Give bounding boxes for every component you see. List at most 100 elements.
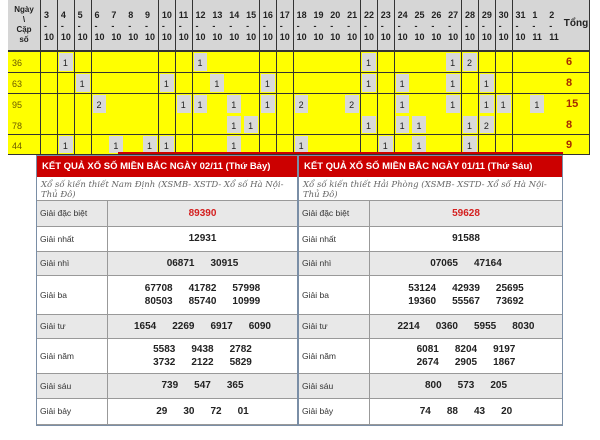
hit-count: 1 (479, 74, 494, 92)
empty-cell (512, 135, 530, 155)
row-total: 6 (563, 52, 590, 73)
day: 7 (111, 10, 117, 20)
hit-count: 1 (463, 116, 477, 133)
hit-count: 1 (412, 116, 427, 133)
result-title: KẾT QUẢ XỔ SỐ MIỀN BẮC NGÀY 02/11 (Thứ B… (37, 156, 297, 177)
hit-count: 1 (193, 95, 208, 113)
hit-cell: 1 (377, 135, 396, 155)
prize-label: Giải nhất (299, 226, 370, 252)
date-column-header: 15-10 (243, 0, 261, 52)
prize-numbers: 06871 30915 (107, 251, 297, 276)
hit-count: 1 (227, 136, 242, 153)
month: 10 (161, 32, 172, 42)
hit-cell: 2 (462, 52, 480, 73)
month: 10 (465, 32, 476, 42)
hit-cell: 1 (462, 115, 480, 135)
prize-row: Giải năm 6081 8204 9197 2674 2905 1867 (299, 338, 562, 374)
month: 10 (195, 32, 206, 42)
number-line: 3732 2122 5829 (109, 356, 296, 369)
number-line: 53124 42939 25695 (371, 282, 561, 295)
hit-cell: 1 (529, 94, 547, 115)
number-line: 2674 2905 1867 (371, 356, 561, 369)
hit-count: 1 (496, 95, 511, 113)
number-line: 67708 41782 57998 (109, 282, 296, 295)
empty-cell (327, 73, 345, 94)
winning-number: 59628 (452, 207, 480, 219)
empty-cell (360, 94, 379, 115)
winning-number: 89390 (188, 207, 217, 219)
empty-cell (192, 115, 210, 135)
empty-cell (495, 135, 513, 155)
hit-cell: 1 (360, 52, 379, 73)
hit-count: 1 (479, 95, 494, 113)
hit-cell: 2 (91, 94, 109, 115)
empty-cell (125, 94, 143, 115)
winning-number: 85740 (188, 295, 217, 307)
result-title: KẾT QUẢ XỔ SỐ MIỀN BẮC NGÀY 01/11 (Thứ S… (299, 156, 562, 177)
empty-cell (377, 52, 396, 73)
hit-cell: 1 (175, 94, 194, 115)
date-column-header: 29-10 (478, 0, 497, 52)
prize-label: Giải ba (37, 275, 108, 315)
empty-cell (428, 73, 446, 94)
winning-number: 19360 (408, 295, 437, 307)
month: 10 (246, 32, 257, 42)
winning-number: 1867 (493, 356, 516, 368)
empty-cell (74, 52, 92, 73)
prize-numbers: 800 573 205 (369, 373, 562, 399)
prize-row: Giải sáu 739 547 365 (37, 373, 297, 399)
empty-cell (276, 115, 295, 135)
result-subtitle: Xổ số kiến thiết Nam Định (XSMB- XSTD- X… (37, 177, 297, 201)
empty-cell (243, 135, 261, 155)
separator: - (330, 21, 334, 31)
prize-numbers: 29 30 72 01 (107, 398, 297, 425)
hit-cell: 1 (394, 115, 412, 135)
winning-number: 42939 (452, 282, 480, 294)
date-column-header: 5-10 (74, 0, 92, 52)
hit-count: 1 (446, 53, 460, 71)
pair-label: 36 (8, 52, 41, 73)
hit-cell: 1 (209, 73, 227, 94)
number-line: 59628 (371, 207, 561, 220)
separator: - (397, 21, 401, 31)
date-column-header: 6-10 (91, 0, 109, 52)
hit-cell: 1 (243, 115, 261, 135)
prize-numbers: 2214 0360 5955 8030 (369, 314, 562, 339)
separator: - (431, 21, 435, 31)
number-line: 800 573 205 (371, 379, 561, 392)
winning-number: 20 (501, 405, 513, 417)
winning-number: 43 (474, 405, 486, 417)
hit-count: 1 (361, 116, 376, 133)
empty-cell (512, 73, 530, 94)
prize-label: Giải tư (37, 314, 108, 339)
date-column-header: 21-10 (344, 0, 362, 52)
hit-count: 2 (294, 95, 309, 113)
date-column-header: 31-10 (512, 0, 530, 52)
hit-count: 1 (227, 95, 242, 113)
empty-cell (428, 135, 446, 155)
hit-count: 1 (446, 95, 460, 113)
hit-count: 1 (193, 53, 208, 71)
empty-cell (276, 52, 295, 73)
empty-cell (142, 94, 160, 115)
prize-label: Giải nhì (37, 251, 108, 276)
empty-cell (41, 115, 59, 135)
separator: - (532, 21, 536, 31)
hit-count: 1 (378, 136, 393, 153)
separator: - (178, 21, 182, 31)
winning-number: 80503 (144, 295, 173, 307)
month: 10 (515, 32, 526, 42)
empty-cell (209, 115, 227, 135)
empty-cell (529, 135, 547, 155)
date-column-header: 10-10 (158, 0, 177, 52)
separator: - (262, 21, 266, 31)
empty-cell (293, 52, 311, 73)
separator: - (448, 21, 452, 31)
empty-cell (259, 115, 278, 135)
prize-row: Giải ba 67708 41782 57998 80503 85740 10999 (37, 275, 297, 315)
prize-numbers: 6081 8204 9197 2674 2905 1867 (369, 338, 562, 374)
month: 10 (397, 32, 408, 42)
month: 11 (532, 32, 542, 42)
result-subtitle: Xổ số kiến thiết Hải Phòng (XSMB- XSTD- … (299, 177, 562, 201)
corner-header: Ngày \ Cặp số (8, 0, 41, 52)
